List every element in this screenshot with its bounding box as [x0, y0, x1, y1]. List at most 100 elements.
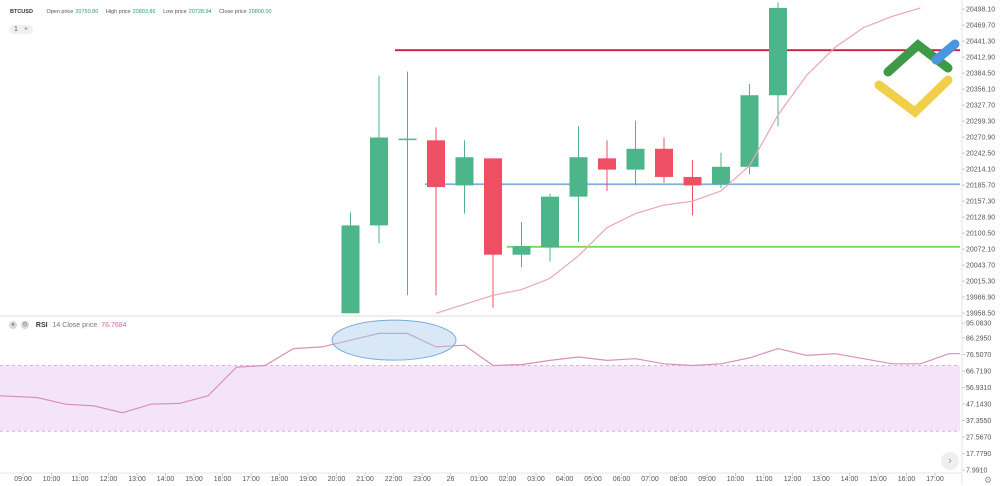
- time-tick-label: 13:00: [128, 476, 146, 483]
- price-tick-label: 20356.10: [966, 87, 995, 94]
- price-tick-label: 20100.50: [966, 231, 995, 238]
- price-tick-label: 20327.70: [966, 103, 995, 110]
- time-tick-label: 10:00: [43, 476, 61, 483]
- price-tick-label: 20128.90: [966, 215, 995, 222]
- rsi-tick-label: 66.7190: [966, 369, 991, 376]
- price-tick-label: 20043.70: [966, 263, 995, 270]
- rsi-params: 14 Close price: [52, 321, 98, 329]
- rsi-tick-label: 27.5670: [966, 435, 991, 442]
- time-tick-label: 15:00: [869, 476, 887, 483]
- rsi-tick-label: 95.0830: [966, 321, 991, 328]
- rsi-tick-label: 7.9910: [966, 468, 988, 475]
- time-tick-label: 16:00: [898, 476, 916, 483]
- time-tick-label: 22:00: [385, 476, 403, 483]
- time-tick-label: 19:00: [299, 476, 317, 483]
- rsi-tick-label: 47.1430: [966, 402, 991, 409]
- time-tick-label: 11:00: [756, 476, 773, 483]
- time-tick-label: 08:00: [670, 476, 688, 483]
- price-tick-label: 19958.50: [966, 311, 995, 318]
- rsi-band: [0, 365, 960, 432]
- price-tick-label: 20072.10: [966, 247, 995, 254]
- price-tick-label: 20498.10: [966, 7, 995, 14]
- close-label: Close price: [219, 9, 247, 15]
- logo-blue-stroke: [931, 39, 960, 65]
- candle-body: [769, 7, 787, 96]
- price-tick-label: 20214.10: [966, 167, 995, 174]
- time-tick-label: 12:00: [784, 476, 802, 483]
- logo-yellow-stroke: [874, 75, 953, 118]
- time-tick-label: 16:00: [214, 476, 232, 483]
- candle-body: [626, 148, 645, 170]
- price-tick-label: 20384.50: [966, 71, 995, 78]
- candle-body: [598, 158, 616, 170]
- time-tick-label: 15:00: [185, 476, 203, 483]
- time-tick-label: 21:00: [356, 476, 374, 483]
- add-icon[interactable]: +: [23, 26, 28, 33]
- eye-icon[interactable]: ●: [9, 321, 17, 329]
- time-tick-label: 11:00: [72, 476, 89, 483]
- time-tick-label: 14:00: [841, 476, 859, 483]
- candle-body: [740, 95, 759, 167]
- high-label: High price: [105, 9, 131, 15]
- time-tick-label: 14:00: [157, 476, 175, 483]
- price-tick-label: 20299.30: [966, 119, 995, 126]
- rsi-tick-label: 37.3550: [966, 418, 991, 425]
- rsi-legend: ● ⚙ RSI 14 Close price 76.7684: [9, 321, 127, 329]
- candle-body: [512, 246, 531, 255]
- interval-selector[interactable]: 1 +: [9, 25, 33, 34]
- time-tick-label: 12:00: [100, 476, 118, 483]
- candle-body: [455, 157, 474, 186]
- candle-body: [569, 157, 588, 197]
- time-tick-label: 09:00: [14, 476, 32, 483]
- time-tick-label: 10:00: [727, 476, 745, 483]
- time-tick-label: 04:00: [556, 476, 574, 483]
- candle-body: [683, 176, 702, 186]
- time-tick-label: 01:00: [470, 476, 488, 483]
- time-tick-label: 02:00: [499, 476, 517, 483]
- time-tick-label: 09:00: [698, 476, 716, 483]
- open-label: Open price: [46, 9, 74, 15]
- low-label: Low price: [163, 9, 187, 15]
- rsi-highlight-ellipse: [331, 319, 457, 361]
- ohlc-legend: BTCUSD Open price 20750.80 High price 2080…: [10, 9, 272, 15]
- time-tick-label: 17:00: [242, 476, 260, 483]
- gear-icon[interactable]: ⚙: [20, 321, 29, 329]
- time-tick-label: 07:00: [641, 476, 659, 483]
- rsi-tick-label: 86.2950: [966, 336, 991, 343]
- price-tick-label: 19986.90: [966, 295, 995, 302]
- time-tick-label: 06:00: [613, 476, 631, 483]
- rsi-tick-label: 56.9310: [966, 385, 991, 392]
- low-value: 20728.94: [188, 9, 212, 15]
- time-tick-label: 20:00: [328, 476, 346, 483]
- rsi-line: [0, 332, 960, 414]
- candle-body: [370, 137, 388, 226]
- price-tick-label: 20441.30: [966, 39, 995, 46]
- symbol-label: BTCUSD: [10, 9, 33, 15]
- time-tick-label: 23:00: [413, 476, 431, 483]
- rsi-name: RSI: [35, 321, 48, 329]
- price-tick-label: 20412.90: [966, 55, 995, 62]
- candle-body: [398, 138, 417, 141]
- scroll-right-button[interactable]: ›: [941, 452, 959, 470]
- candles-group: [341, 2, 960, 314]
- settings-icon[interactable]: ⚙: [984, 475, 993, 485]
- rsi-value: 76.7684: [101, 321, 127, 329]
- open-value: 20750.80: [75, 9, 99, 15]
- candle-body: [484, 158, 502, 255]
- price-tick-label: 20015.30: [966, 279, 995, 286]
- close-value: 20800.00: [248, 9, 272, 15]
- candle-body: [541, 196, 559, 248]
- time-tick-label: 26: [447, 476, 455, 483]
- time-tick-label: 18:00: [271, 476, 289, 483]
- time-tick-label: 03:00: [527, 476, 545, 483]
- candle-body: [655, 148, 673, 177]
- moving-average-line: [435, 7, 921, 314]
- price-tick-label: 20185.70: [966, 183, 995, 190]
- rsi-tick-label: 17.7790: [966, 451, 991, 458]
- rsi-tick-label: 76.5070: [966, 352, 991, 359]
- price-tick-label: 20157.30: [966, 199, 995, 206]
- time-tick-label: 13:00: [812, 476, 830, 483]
- price-tick-label: 20242.50: [966, 151, 995, 158]
- price-tick-label: 20270.90: [966, 135, 995, 142]
